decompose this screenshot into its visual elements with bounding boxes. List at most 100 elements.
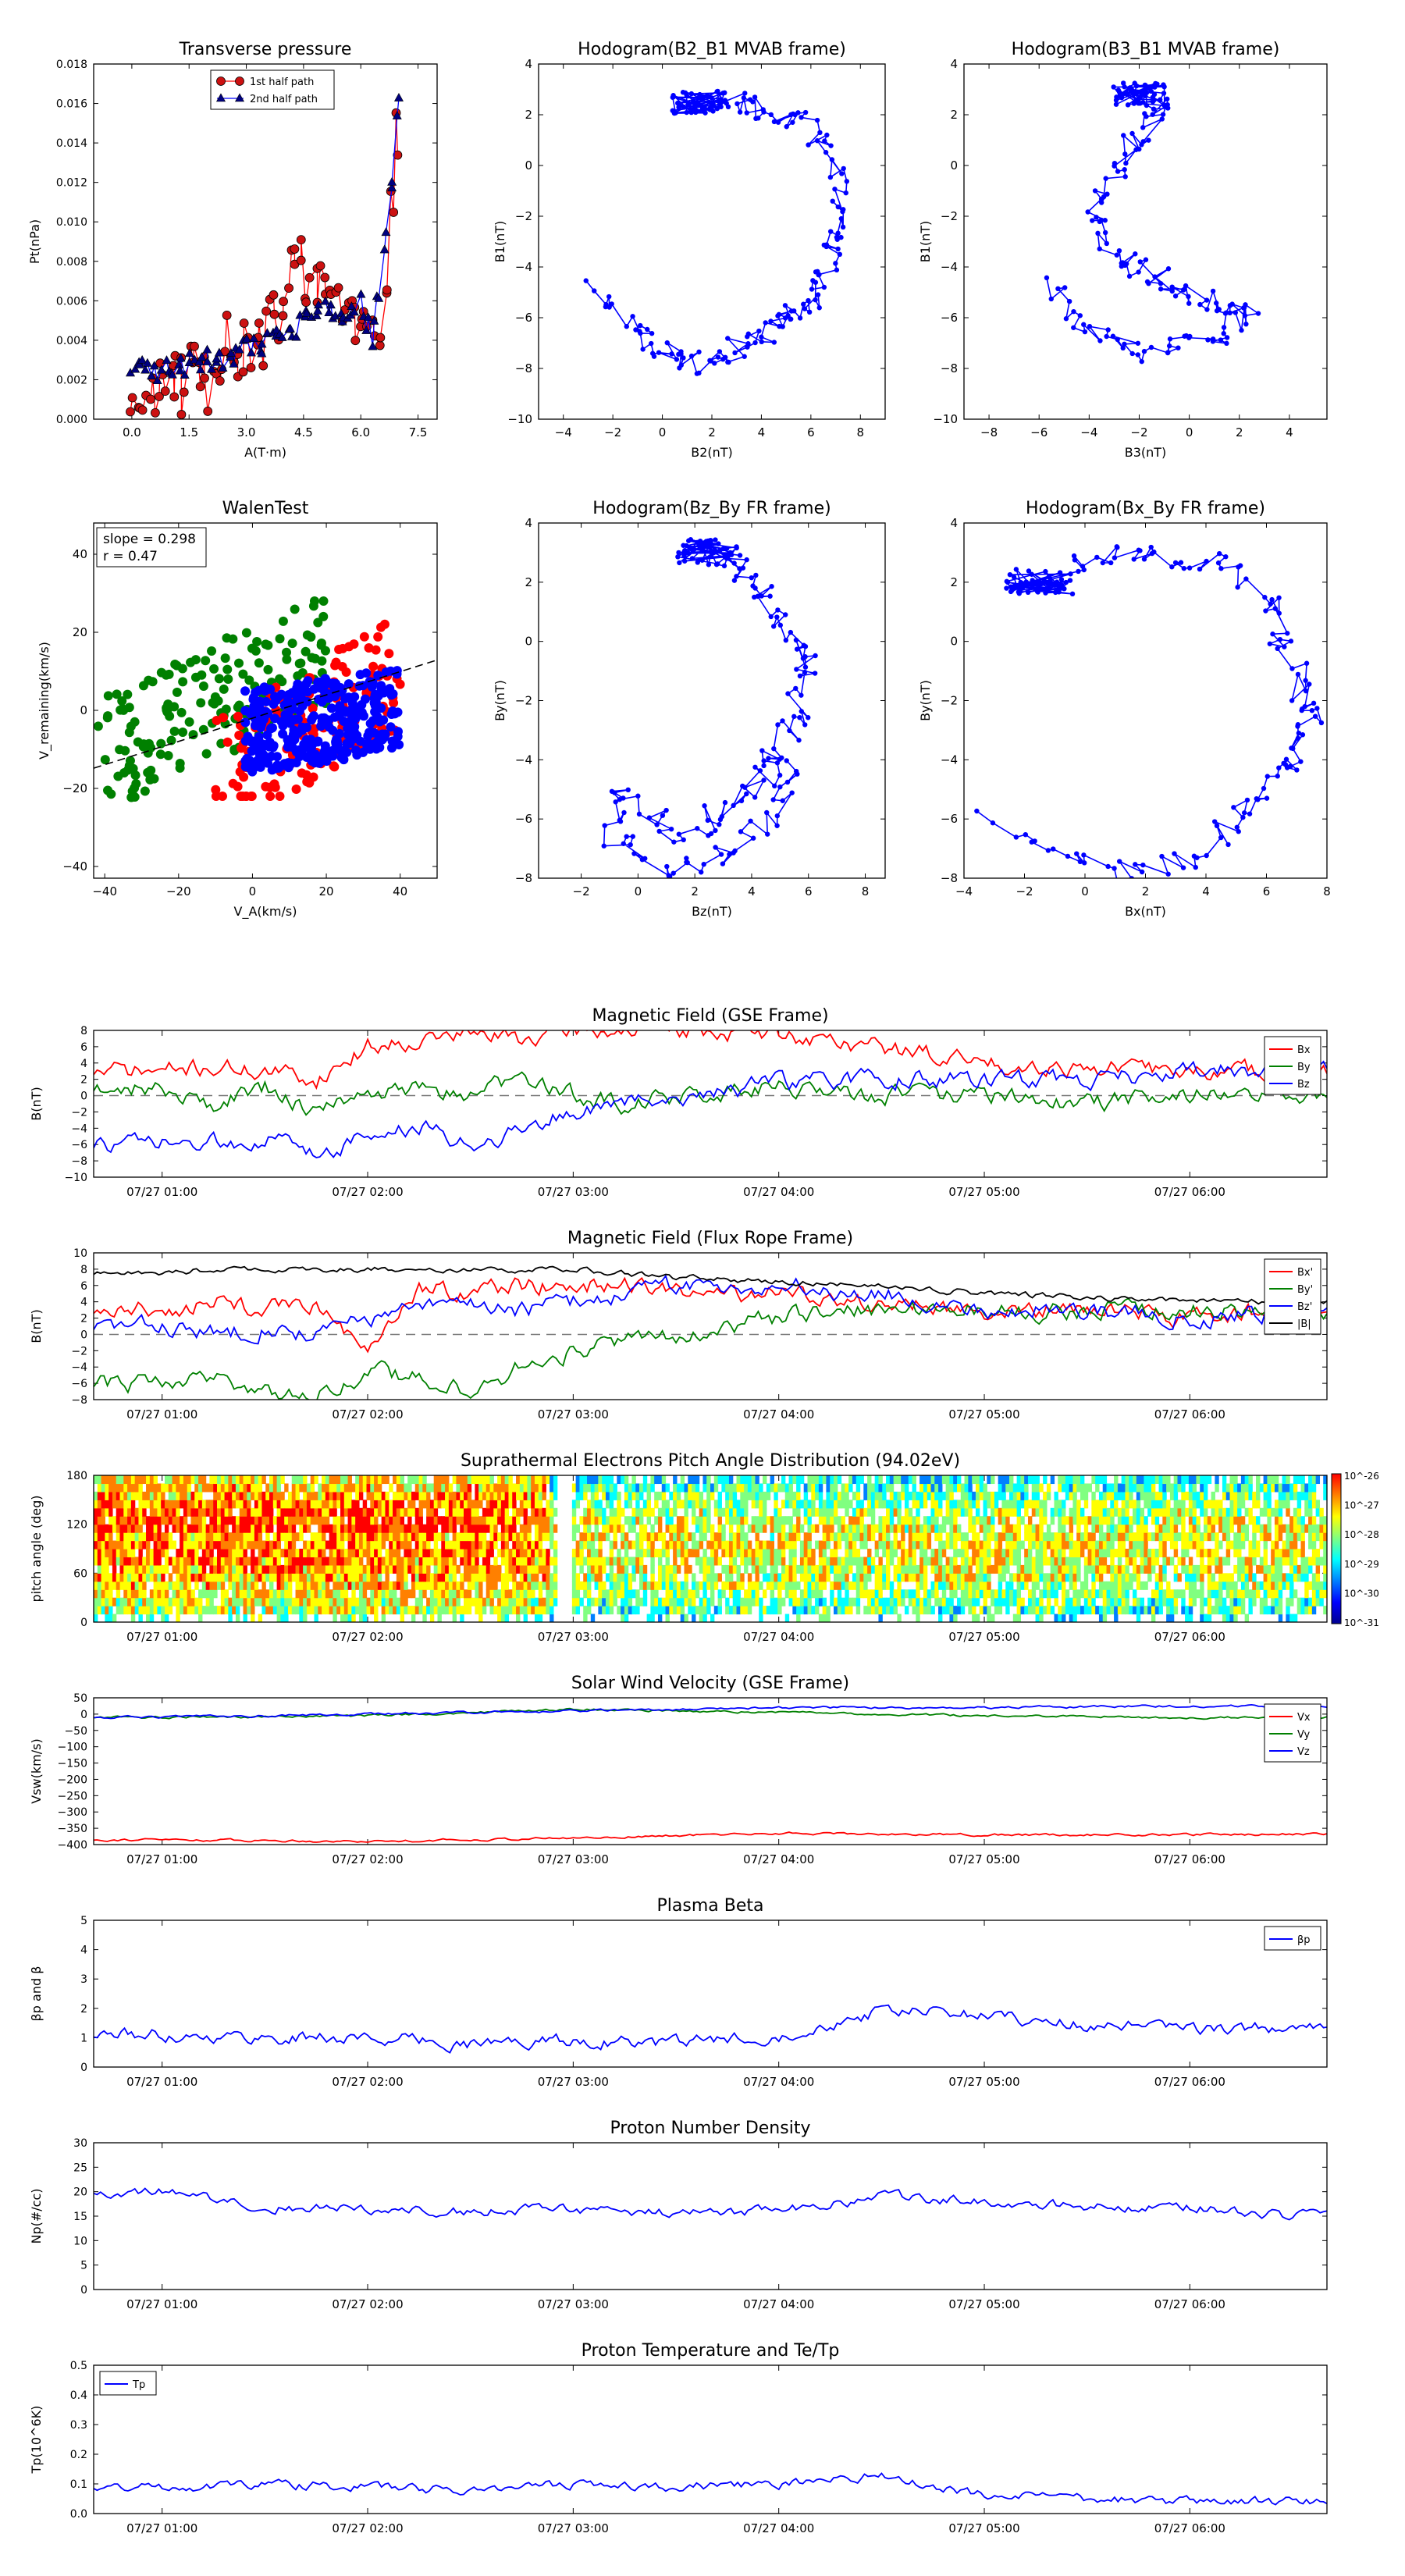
heatmap-cell [291,1573,297,1582]
heatmap-cell [766,1573,771,1582]
heatmap-cell [198,1540,203,1550]
heatmap-cell [190,1500,195,1509]
heatmap-cell [224,1606,229,1615]
heatmap-cell [411,1557,416,1566]
data-point [1158,280,1164,286]
data-point [386,666,396,676]
heatmap-cell [845,1589,849,1599]
heatmap-cell [553,1557,558,1566]
heatmap-cell [146,1564,151,1574]
heatmap-cell [269,1549,274,1558]
heatmap-cell [138,1516,143,1525]
heatmap-cell [146,1524,151,1533]
data-point [201,749,212,759]
heatmap-cell [433,1557,439,1566]
heatmap-cell [456,1483,461,1493]
data-point [392,110,402,119]
data-point [633,327,638,333]
heatmap-cell [508,1564,513,1574]
heatmap-cell [815,1507,820,1517]
data-point [1046,574,1051,580]
heatmap-cell [699,1532,704,1542]
heatmap-cell [261,1491,266,1500]
heatmap-cell [407,1491,412,1500]
data-point [175,365,185,375]
heatmap-cell [661,1475,667,1485]
heatmap-cell [146,1606,151,1615]
heatmap-cell [299,1532,304,1542]
heatmap-cell [213,1532,218,1542]
heatmap-cell [673,1557,678,1566]
data-point [724,556,730,561]
heatmap-cell [482,1524,487,1533]
heatmap-cell [318,1606,322,1615]
heatmap-cell [493,1507,498,1517]
heatmap-cell [433,1475,439,1485]
heatmap-cell [172,1500,176,1509]
heatmap-cell [235,1614,240,1622]
heatmap-cell [624,1475,629,1485]
heatmap-cell [116,1540,121,1550]
heatmap-cell [456,1540,461,1550]
heatmap-cell [123,1540,128,1550]
data-point [296,255,306,265]
heatmap-cell [101,1507,105,1517]
heatmap-cell [385,1524,389,1533]
data-point [219,684,229,694]
heatmap-cell [239,1475,244,1485]
heatmap-cell [837,1581,842,1590]
heatmap-cell [669,1606,674,1615]
heatmap-cell [617,1557,621,1566]
heatmap-cell [333,1532,337,1542]
heatmap-cell [314,1500,318,1509]
heatmap-cell [699,1581,704,1590]
heatmap-cell [512,1483,517,1493]
heatmap-cell [504,1507,510,1517]
data-point [100,755,110,765]
heatmap-cell [97,1549,102,1558]
heatmap-cell [299,1564,304,1574]
heatmap-cell [213,1564,218,1574]
heatmap-cell [803,1557,809,1566]
heatmap-cell [161,1573,165,1582]
heatmap-cell [822,1557,827,1566]
data-point [777,772,783,778]
heatmap-cell [153,1606,158,1615]
axes-frame [93,1030,1328,1178]
heatmap-cell [650,1606,655,1615]
data-point [1045,585,1051,592]
heatmap-cell [116,1524,121,1533]
heatmap-cell [471,1507,475,1517]
heatmap-cell [553,1507,558,1517]
heatmap-cell [822,1540,827,1550]
heatmap-cell [665,1507,670,1517]
heatmap-cell [272,1597,278,1606]
heatmap-cell [624,1540,629,1550]
heatmap-cell [220,1581,226,1590]
data-point [1216,550,1222,557]
heatmap-cell [362,1597,368,1606]
heatmap-cell [546,1507,550,1517]
data-point [639,856,646,863]
heatmap-cell [822,1564,827,1574]
heatmap-cell [119,1564,124,1574]
heatmap-cell [101,1491,105,1500]
heatmap-cell [347,1564,352,1574]
heatmap-cell [396,1557,401,1566]
heatmap-cell [396,1606,401,1615]
axes-frame [93,522,438,879]
heatmap-cell [811,1606,816,1615]
heatmap-cell [456,1507,461,1517]
heatmap-cell [657,1557,663,1566]
heatmap-cell [781,1540,786,1550]
heatmap-cell [164,1606,169,1615]
heatmap-cell [792,1564,797,1574]
heatmap-cell [706,1483,711,1493]
heatmap-cell [164,1549,169,1558]
heatmap-cell [418,1475,423,1485]
heatmap-cell [464,1564,468,1574]
heatmap-cell [826,1564,831,1574]
heatmap-cell [414,1475,420,1485]
heatmap-cell [553,1589,558,1599]
data-point [184,717,194,727]
